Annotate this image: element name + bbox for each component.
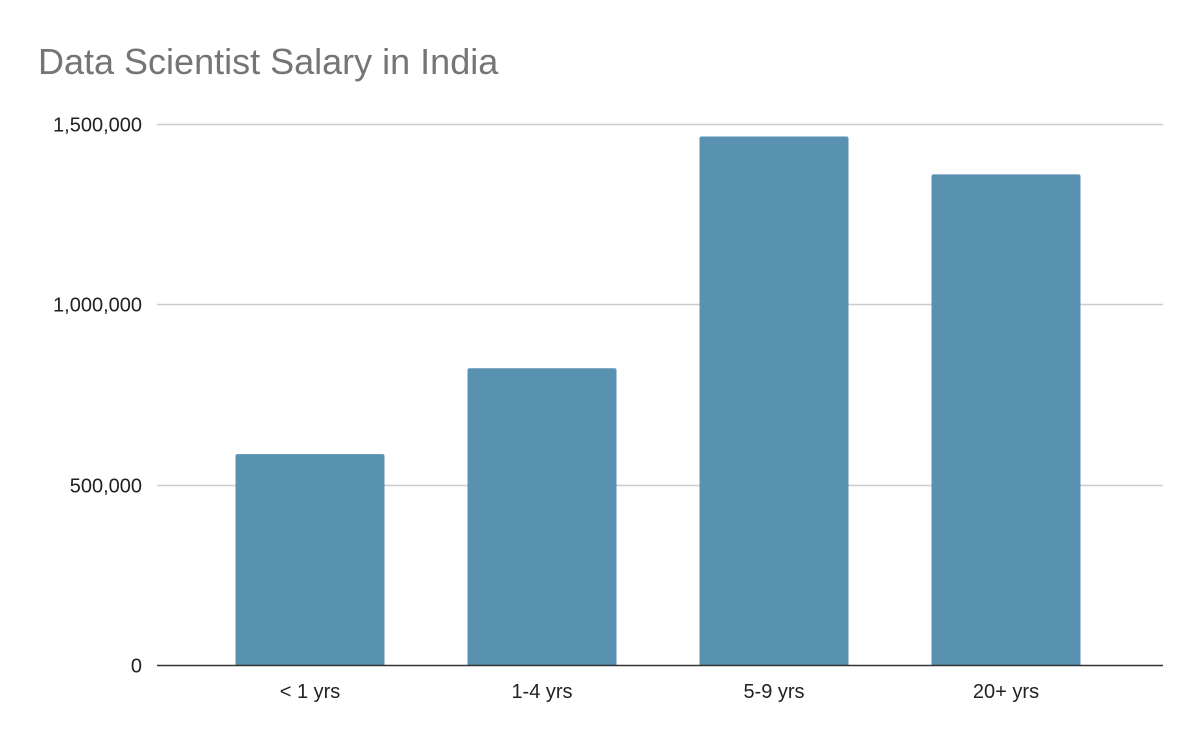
- y-tick-label: 500,000: [70, 476, 142, 498]
- y-tick-label: 1,500,000: [53, 115, 142, 137]
- x-tick-label: < 1 yrs: [280, 681, 341, 703]
- x-tick-label: 1-4 yrs: [511, 681, 572, 703]
- bar: [235, 454, 385, 665]
- chart-title: Data Scientist Salary in India: [38, 41, 499, 82]
- bar: [699, 136, 849, 666]
- y-tick-label: 0: [131, 656, 142, 678]
- y-tick-label: 1,000,000: [53, 295, 142, 317]
- x-tick-label: 20+ yrs: [973, 681, 1039, 703]
- bar: [467, 368, 617, 665]
- x-tick-label: 5-9 yrs: [743, 681, 804, 703]
- bar: [931, 174, 1081, 665]
